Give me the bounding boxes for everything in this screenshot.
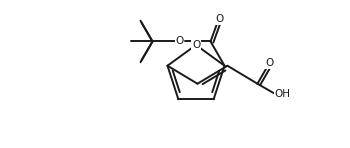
Text: O: O xyxy=(192,40,200,50)
Text: OH: OH xyxy=(275,89,290,99)
Text: O: O xyxy=(175,36,184,46)
Text: O: O xyxy=(215,14,223,24)
Text: O: O xyxy=(265,58,274,68)
